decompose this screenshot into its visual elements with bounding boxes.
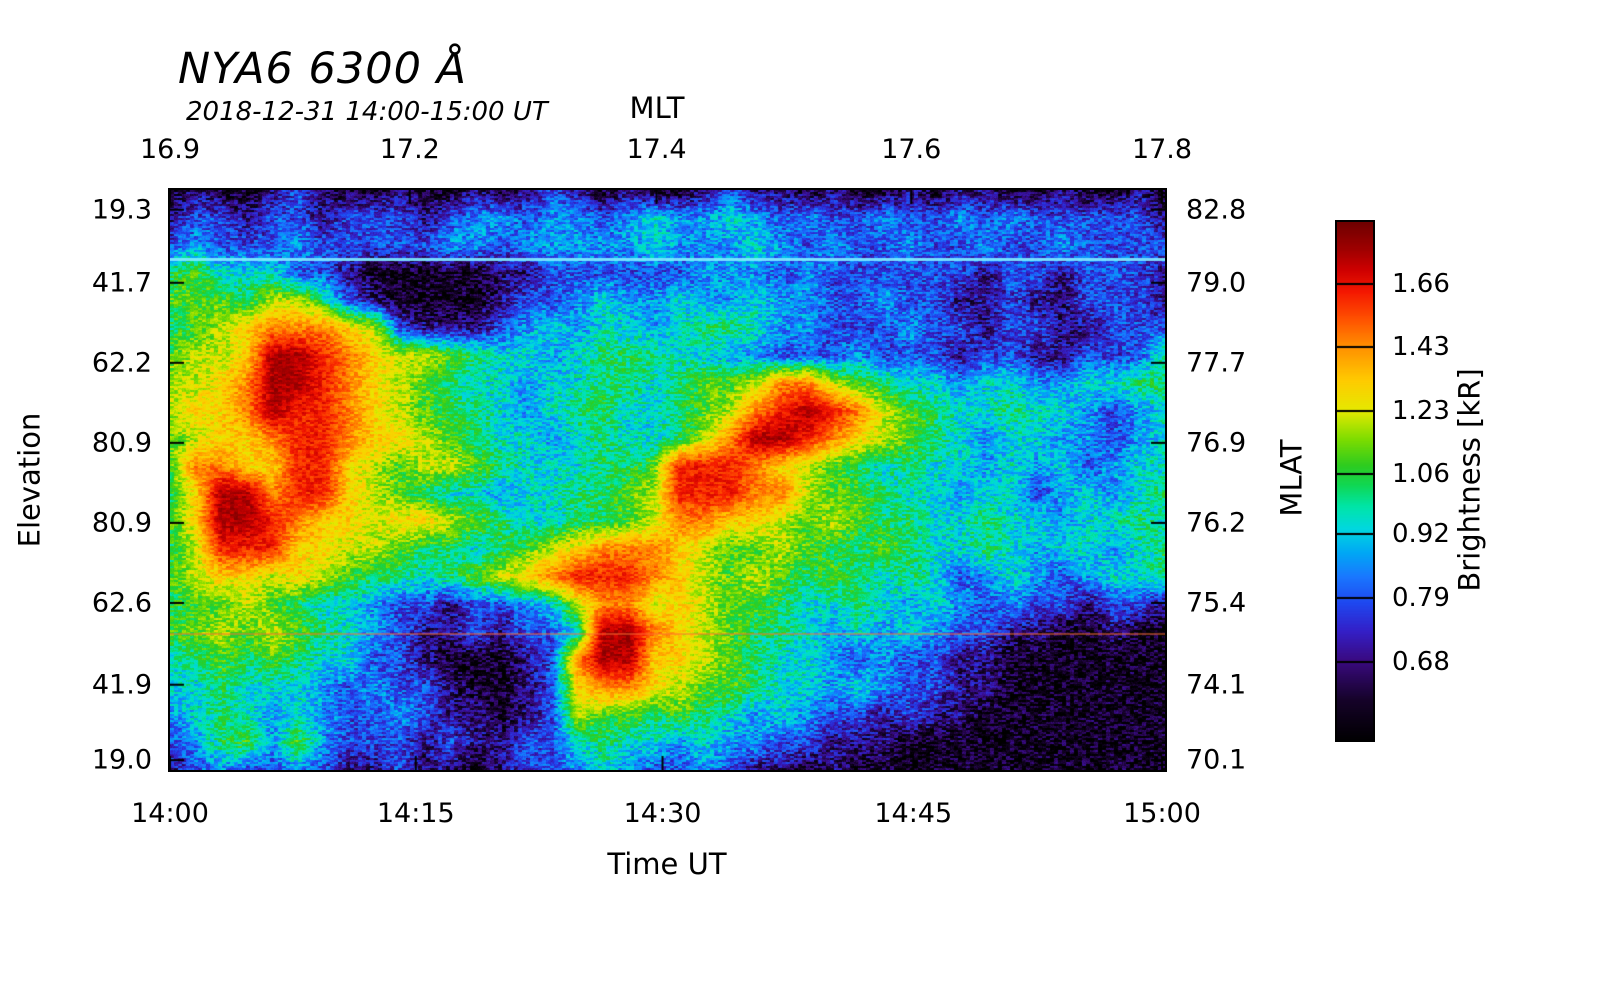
mlt-tick-label: 17.4 <box>626 134 687 165</box>
colorbar-tick-label: 0.68 <box>1392 646 1450 677</box>
mlat-tick-label: 75.4 <box>1186 587 1247 619</box>
colorbar-label: Brightness [kR] <box>1452 368 1487 592</box>
elevation-tick-label: 62.6 <box>91 587 152 619</box>
mlat-tick-label: 82.8 <box>1186 194 1247 226</box>
mlt-tick-label: 17.2 <box>379 134 440 165</box>
elevation-tick-label: 41.7 <box>91 267 152 299</box>
colorbar-tick-label: 1.06 <box>1392 458 1450 489</box>
colorbar-tick-label: 1.23 <box>1392 395 1450 426</box>
bottom-axis-label: Time UT <box>607 847 727 881</box>
right-axis-label: MLAT <box>1274 439 1309 517</box>
mlat-tick-label: 79.0 <box>1186 267 1247 299</box>
mlat-tick-label: 76.9 <box>1186 427 1247 459</box>
elevation-tick-label: 80.9 <box>91 427 152 459</box>
mlt-tick-label: 17.6 <box>881 134 942 165</box>
left-axis-label: Elevation <box>12 412 47 548</box>
heatmap-plot-area <box>168 188 1167 772</box>
x-tick-label: 14:45 <box>874 798 953 829</box>
x-tick-label: 14:30 <box>623 798 702 829</box>
mlt-tick-label: 16.9 <box>139 134 201 165</box>
x-tick-label: 15:00 <box>1123 798 1201 829</box>
colorbar-tick-label: 1.43 <box>1392 331 1450 362</box>
x-tick-label: 14:15 <box>376 798 455 829</box>
mlat-tick-label: 76.2 <box>1186 507 1247 539</box>
elevation-tick-label: 41.9 <box>91 669 152 701</box>
elevation-tick-label: 62.2 <box>91 347 152 379</box>
mlat-tick-label: 74.1 <box>1186 669 1247 701</box>
colorbar-tick-label: 1.66 <box>1392 268 1450 299</box>
heatmap-canvas <box>170 190 1165 770</box>
elevation-tick-label: 80.9 <box>91 507 152 539</box>
elevation-tick-label: 19.0 <box>91 744 152 776</box>
chart-title: NYA6 6300 Å <box>178 44 468 94</box>
mlat-tick-label: 77.7 <box>1186 347 1247 379</box>
chart-subtitle: 2018-12-31 14:00-15:00 UT <box>186 97 548 127</box>
mlat-tick-label: 70.1 <box>1186 744 1247 776</box>
colorbar-tick-label: 0.92 <box>1392 518 1450 549</box>
mlt-tick-label: 17.8 <box>1131 134 1193 165</box>
x-tick-label: 14:00 <box>131 798 209 829</box>
colorbar-canvas <box>1337 222 1373 740</box>
colorbar <box>1335 220 1375 742</box>
colorbar-tick-label: 0.79 <box>1392 583 1450 614</box>
top-axis-label: MLT <box>629 91 685 125</box>
elevation-tick-label: 19.3 <box>91 194 152 226</box>
